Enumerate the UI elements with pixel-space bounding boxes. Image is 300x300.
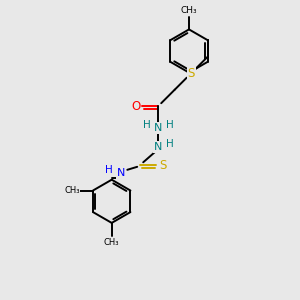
Text: H: H (105, 165, 113, 175)
Text: S: S (188, 67, 195, 80)
Text: CH₃: CH₃ (181, 6, 197, 15)
Text: CH₃: CH₃ (104, 238, 119, 247)
Text: N: N (154, 142, 162, 152)
Text: H: H (166, 120, 173, 130)
Text: N: N (154, 123, 162, 133)
Text: H: H (143, 120, 151, 130)
Text: O: O (131, 100, 140, 113)
Text: H: H (166, 139, 173, 149)
Text: N: N (116, 168, 125, 178)
Text: S: S (159, 159, 166, 172)
Text: CH₃: CH₃ (64, 186, 80, 195)
